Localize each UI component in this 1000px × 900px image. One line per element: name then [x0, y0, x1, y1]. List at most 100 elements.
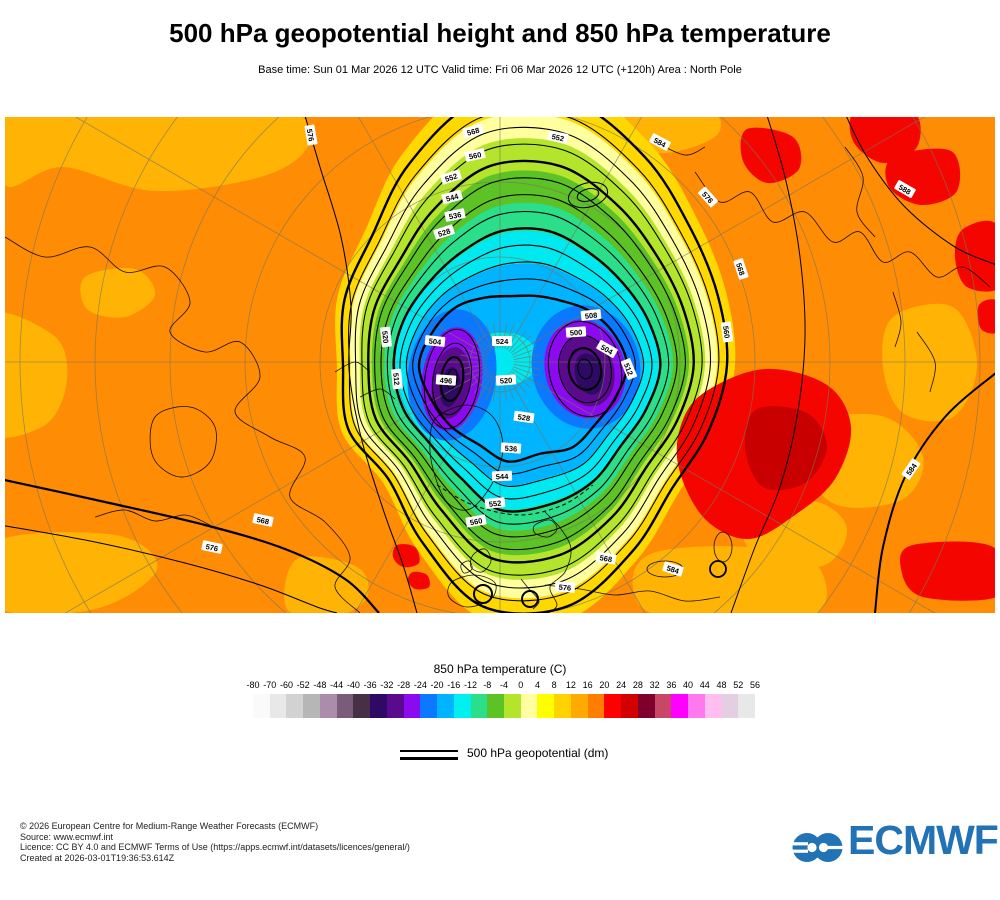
- colorbar-cell: [671, 694, 689, 718]
- contour-label: 536: [500, 442, 522, 454]
- contour-label: 512: [620, 358, 638, 380]
- colorbar-tick: 4: [534, 680, 540, 690]
- footer: © 2026 European Centre for Medium-Range …: [20, 821, 410, 863]
- ecmwf-logo-text: ECMWF: [848, 817, 999, 863]
- geopotential-legend-label: 500 hPa geopotential (dm): [467, 746, 609, 760]
- svg-text:528: 528: [437, 226, 452, 238]
- contour-label: 520: [495, 374, 517, 386]
- colorbar-cell: [353, 694, 371, 718]
- svg-text:552: 552: [444, 171, 459, 183]
- colorbar-cell: [688, 694, 705, 718]
- colorbar-tick: 16: [582, 680, 593, 690]
- contour-label: 552: [547, 130, 569, 144]
- colorbar-tick: 44: [699, 680, 710, 690]
- colorbar-cell: [504, 694, 521, 718]
- colorbar-tick: -48: [313, 680, 327, 690]
- contour-label: 568: [733, 258, 749, 280]
- contour-label: 584: [662, 561, 684, 577]
- colorbar-cell: [453, 694, 471, 718]
- svg-text:496: 496: [439, 376, 452, 386]
- contour-label: 560: [465, 514, 487, 528]
- contour-label: 528: [513, 410, 535, 424]
- colorbar-tick: 32: [649, 680, 660, 690]
- colorbar-tick: -16: [447, 680, 461, 690]
- footer-created: Created at 2026-03-01T19:36:53.614Z: [20, 852, 175, 863]
- colorbar-tick: 28: [632, 680, 643, 690]
- contour-line-sample: [400, 749, 458, 761]
- svg-text:576: 576: [305, 128, 316, 142]
- colorbar-tick: -20: [430, 680, 444, 690]
- contour-label: 568: [595, 551, 617, 565]
- colorbar-tick: -60: [279, 680, 293, 690]
- contour-label: 560: [720, 321, 734, 343]
- svg-text:584: 584: [665, 563, 680, 576]
- colorbar-tick: -52: [296, 680, 310, 690]
- colorbar-tick: 12: [565, 680, 576, 690]
- svg-text:552: 552: [488, 499, 501, 509]
- contour-label: 576: [304, 124, 318, 146]
- colorbar-tick: -32: [380, 680, 394, 690]
- colorbar-cell: [470, 694, 488, 718]
- colorbar-cell: [437, 694, 454, 718]
- svg-text:560: 560: [721, 325, 732, 339]
- contour-label: 552: [440, 169, 462, 185]
- colorbar-tick: -4: [499, 680, 509, 690]
- colorbar-cell: [621, 694, 638, 718]
- colorbar-cell: [704, 694, 722, 718]
- thick-contour-line: [400, 757, 458, 760]
- contour-label: 544: [491, 470, 513, 481]
- svg-text:512: 512: [391, 372, 401, 385]
- svg-text:520: 520: [499, 376, 512, 386]
- colorbar-cell: [738, 694, 756, 718]
- colorbar-tick: 40: [683, 680, 694, 690]
- contour-label: 496: [435, 374, 457, 386]
- colorbar-tick: 8: [551, 680, 557, 690]
- ecmwf-logo: ECMWF: [791, 817, 999, 873]
- colorbar-cell: [554, 694, 571, 718]
- colorbar-cell: [253, 694, 270, 718]
- svg-text:536: 536: [448, 210, 462, 221]
- contour-labels: 568 560 552 544 536 528 552 584 576 568 560 520 512 5…: [201, 123, 921, 593]
- colorbar-tick: 24: [616, 680, 627, 690]
- footer-licence: Licence: CC BY 4.0 and ECMWF Terms of Us…: [20, 842, 410, 852]
- contour-label: 576: [201, 540, 223, 554]
- contour-label: 524: [492, 336, 512, 346]
- contour-label: 508: [580, 309, 602, 321]
- colorbar-tick: -24: [413, 680, 427, 690]
- colorbar-tick: -80: [246, 680, 260, 690]
- colorbar-cell: [520, 694, 538, 718]
- colorbar-tick: -40: [346, 680, 360, 690]
- ecmwf-logo-icon: [791, 833, 845, 862]
- svg-text:568: 568: [734, 262, 746, 277]
- contour-label: 552: [484, 497, 506, 509]
- colorbar-cell: [587, 694, 605, 718]
- svg-text:520: 520: [380, 330, 390, 343]
- svg-text:576: 576: [205, 542, 219, 553]
- svg-text:568: 568: [599, 553, 613, 564]
- colorbar-cell: [537, 694, 555, 718]
- svg-text:544: 544: [445, 191, 460, 203]
- contour-label: 544: [441, 189, 463, 205]
- svg-text:508: 508: [584, 311, 597, 321]
- svg-text:576: 576: [558, 583, 571, 593]
- colorbar-tick: 20: [599, 680, 610, 690]
- colorbar-cell: [286, 694, 304, 718]
- colorbar-title: 850 hPa temperature (C): [433, 662, 567, 676]
- colorbar-tick: 0: [518, 680, 524, 690]
- colorbar-tick: -12: [464, 680, 478, 690]
- svg-text:528: 528: [517, 412, 531, 423]
- colorbar-cell: [269, 694, 287, 718]
- colorbar-cell: [604, 694, 622, 718]
- svg-text:500: 500: [569, 328, 582, 338]
- contour-label: 500: [565, 326, 587, 338]
- colorbar-tick: 56: [749, 680, 761, 690]
- contour-label: 576: [554, 581, 576, 593]
- colorbar-ticks: -80 -70 -60 -52 -48 -44 -40 -36 -32 -28 -24 -20 -16-…: [0, 680, 1000, 691]
- svg-text:544: 544: [496, 472, 510, 481]
- colorbar-cell: [570, 694, 588, 718]
- svg-text:536: 536: [504, 444, 517, 454]
- svg-text:504: 504: [428, 337, 442, 347]
- contour-label: 528: [433, 224, 455, 240]
